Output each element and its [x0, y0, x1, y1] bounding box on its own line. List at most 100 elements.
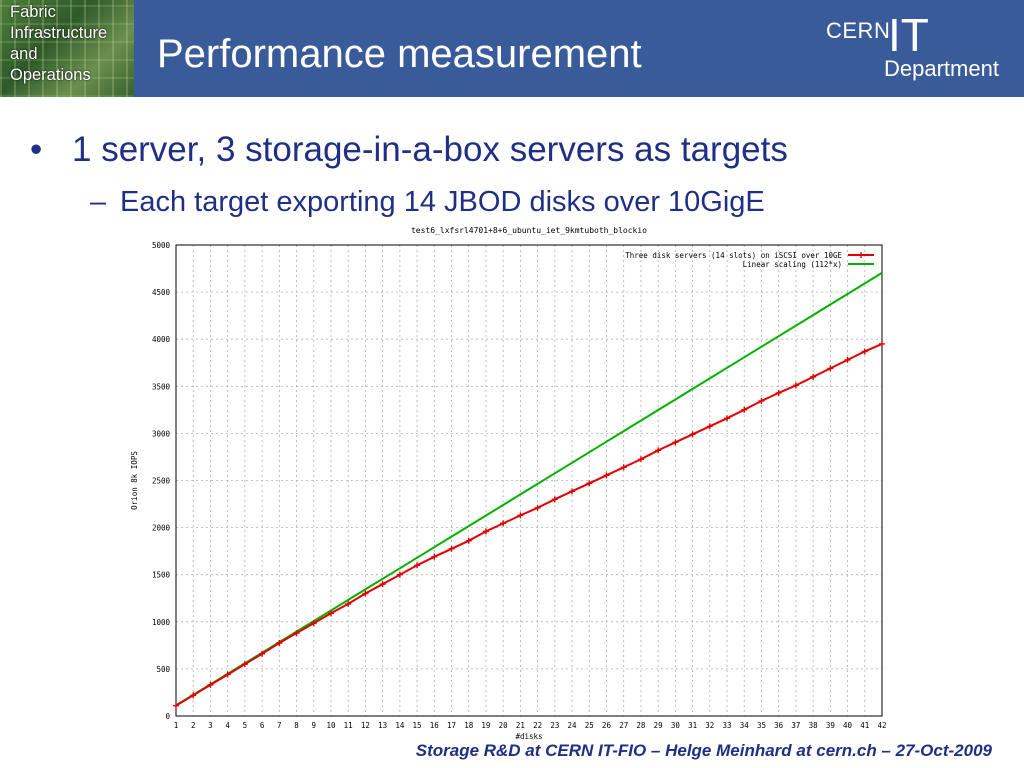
plot-frame [175, 244, 883, 717]
y-tick-label: 3500 [152, 382, 171, 391]
bullet-level-2-text: Each target exporting 14 JBOD disks over… [120, 186, 765, 217]
series-point-1 [379, 581, 386, 588]
x-tick-label: 38 [809, 721, 819, 730]
x-tick-label: 35 [757, 721, 766, 730]
x-tick-label: 16 [430, 721, 440, 730]
bullet-level-1: • 1 server, 3 storage-in-a-box servers as… [30, 128, 788, 172]
x-tick-label: 33 [723, 721, 732, 730]
iops-line-chart: test6_lxfsrl4701+8+6_ubuntu_iet_9kmtubot… [130, 226, 887, 741]
x-tick-label: 37 [791, 721, 800, 730]
series-point-1 [706, 423, 713, 430]
series-point-1 [655, 447, 662, 454]
x-tick-label: 10 [326, 721, 336, 730]
y-tick-label: 4000 [152, 335, 171, 344]
series-point-1 [241, 661, 248, 668]
bullet-level-2: – Each target exporting 14 JBOD disks ove… [90, 180, 910, 217]
bullet-dash-icon: – [90, 186, 107, 217]
x-tick-label: 29 [654, 721, 663, 730]
series-point-1 [569, 488, 576, 495]
series-point-1 [431, 553, 438, 560]
x-tick-label: 19 [481, 721, 490, 730]
series-point-1 [724, 415, 731, 422]
series-point-1 [861, 348, 868, 355]
x-tick-label: 27 [619, 721, 628, 730]
series-point-1 [293, 630, 300, 637]
series-point-1 [207, 681, 214, 688]
series-point-1 [551, 496, 558, 503]
x-tick-label: 24 [568, 721, 578, 730]
series-point-1 [396, 571, 403, 578]
x-tick-label: 9 [311, 721, 316, 730]
department-logo-text: Department [884, 56, 999, 81]
x-axis-label: #disks [515, 732, 542, 741]
series-point-1 [758, 397, 765, 404]
legend-label-1: Three disk servers (14 slots) on iSCSI o… [625, 251, 842, 260]
x-tick-label: 31 [688, 721, 697, 730]
legend-label-2: Linear scaling (112*x) [743, 260, 842, 269]
x-tick-label: 7 [277, 721, 282, 730]
circuit-board-icon [0, 0, 134, 97]
series-point-1 [844, 356, 851, 363]
series-point-1 [672, 439, 679, 446]
y-tick-label: 3000 [152, 429, 171, 438]
x-tick-label: 22 [533, 721, 542, 730]
x-tick-label: 20 [499, 721, 509, 730]
it-logo-text: IT [888, 9, 929, 61]
x-tick-label: 17 [447, 721, 456, 730]
series-point-1 [792, 382, 799, 389]
series-point-1 [465, 537, 472, 544]
series-point-1 [190, 692, 197, 699]
y-tick-label: 5000 [152, 241, 171, 250]
x-tick-label: 26 [602, 721, 612, 730]
series-point-1 [327, 610, 334, 617]
x-tick-label: 42 [877, 721, 886, 730]
y-tick-label: 1000 [152, 618, 171, 627]
series-point-1 [414, 562, 421, 569]
x-tick-label: 6 [260, 721, 265, 730]
series-point-1 [637, 456, 644, 463]
series-point-1 [173, 702, 179, 709]
series-point-1 [534, 504, 541, 511]
x-tick-label: 15 [413, 721, 422, 730]
fabric-logo: Fabric Infrastructure and Operations [0, 0, 134, 97]
x-tick-label: 36 [774, 721, 784, 730]
series-point-1 [827, 365, 834, 372]
series-point-1 [500, 520, 507, 527]
y-tick-label: 1500 [152, 571, 171, 580]
x-tick-label: 39 [826, 721, 835, 730]
bullet-level-1-text: 1 server, 3 storage-in-a-box servers as … [72, 130, 788, 169]
series-point-1 [448, 545, 455, 552]
header-bar: Fabric Infrastructure and Operations Per… [0, 0, 1024, 97]
x-tick-label: 30 [671, 721, 681, 730]
x-tick-label: 8 [294, 721, 299, 730]
series-point-1 [345, 600, 352, 607]
y-tick-label: 2000 [152, 524, 171, 533]
series-point-1 [586, 480, 593, 487]
logo-line-4: Operations [10, 66, 91, 84]
series-point-1 [310, 620, 317, 627]
x-tick-label: 14 [395, 721, 405, 730]
x-tick-label: 4 [225, 721, 230, 730]
logo-line-2: Infrastructure [10, 24, 108, 42]
series-point-1 [810, 373, 817, 380]
y-tick-label: 4500 [152, 288, 171, 297]
x-tick-label: 25 [585, 721, 594, 730]
series-point-1 [603, 472, 610, 479]
x-tick-label: 28 [636, 721, 646, 730]
logo-line-1: Fabric [10, 3, 56, 21]
x-tick-label: 41 [860, 721, 869, 730]
x-tick-label: 21 [516, 721, 525, 730]
cern-it-logo: CERN IT Department [826, 10, 1021, 85]
series-point-1 [775, 389, 782, 396]
legend-marker-1 [858, 252, 864, 258]
x-tick-label: 23 [550, 721, 559, 730]
series-point-1 [517, 512, 524, 519]
x-tick-label: 1 [174, 721, 179, 730]
series-point-1 [259, 650, 266, 657]
series-point-1 [362, 590, 369, 597]
x-tick-label: 18 [464, 721, 474, 730]
page-title: Performance measurement [157, 32, 642, 76]
y-tick-label: 2500 [152, 477, 171, 486]
x-tick-label: 12 [361, 721, 370, 730]
series-point-1 [879, 340, 885, 347]
